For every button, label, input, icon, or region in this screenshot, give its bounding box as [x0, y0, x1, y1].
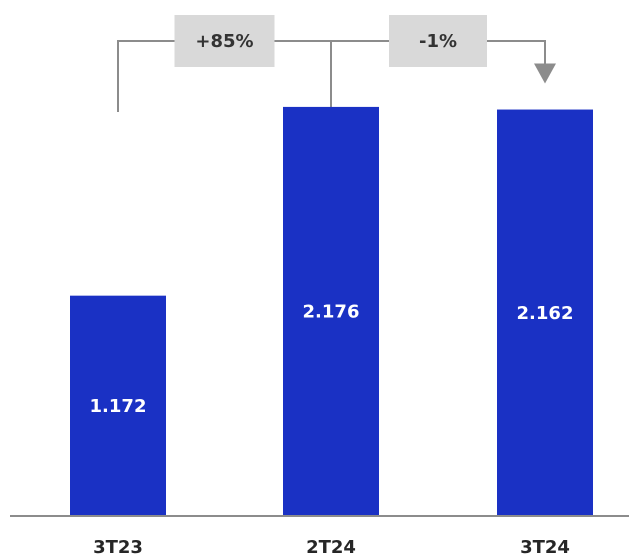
change-connectors: +85% -1%: [117, 15, 556, 112]
x-tick-label-3t24: 3T24: [520, 537, 570, 557]
change-badge-1: [174, 15, 275, 67]
bar-value-label-2t24: 2.176: [303, 301, 360, 322]
bar-3t23: [70, 295, 166, 516]
bar-2t24: [283, 106, 379, 517]
x-tick-label-2t24: 2T24: [306, 537, 356, 557]
bar-value-label-3t23: 1.172: [90, 396, 147, 417]
x-tick-label-3t23: 3T23: [93, 537, 143, 557]
bars-group: 1.172 2.176 2.162: [70, 106, 593, 517]
bar-3t24: [497, 109, 593, 516]
bar-value-label-3t24: 2.162: [517, 303, 574, 324]
x-axis-tick-labels: 3T23 2T24 3T24: [93, 537, 570, 557]
change-label-1: +85%: [195, 31, 253, 52]
change-badge-2: [389, 15, 487, 67]
change-label-2: -1%: [419, 31, 457, 52]
arrow-down-icon: [534, 63, 556, 84]
